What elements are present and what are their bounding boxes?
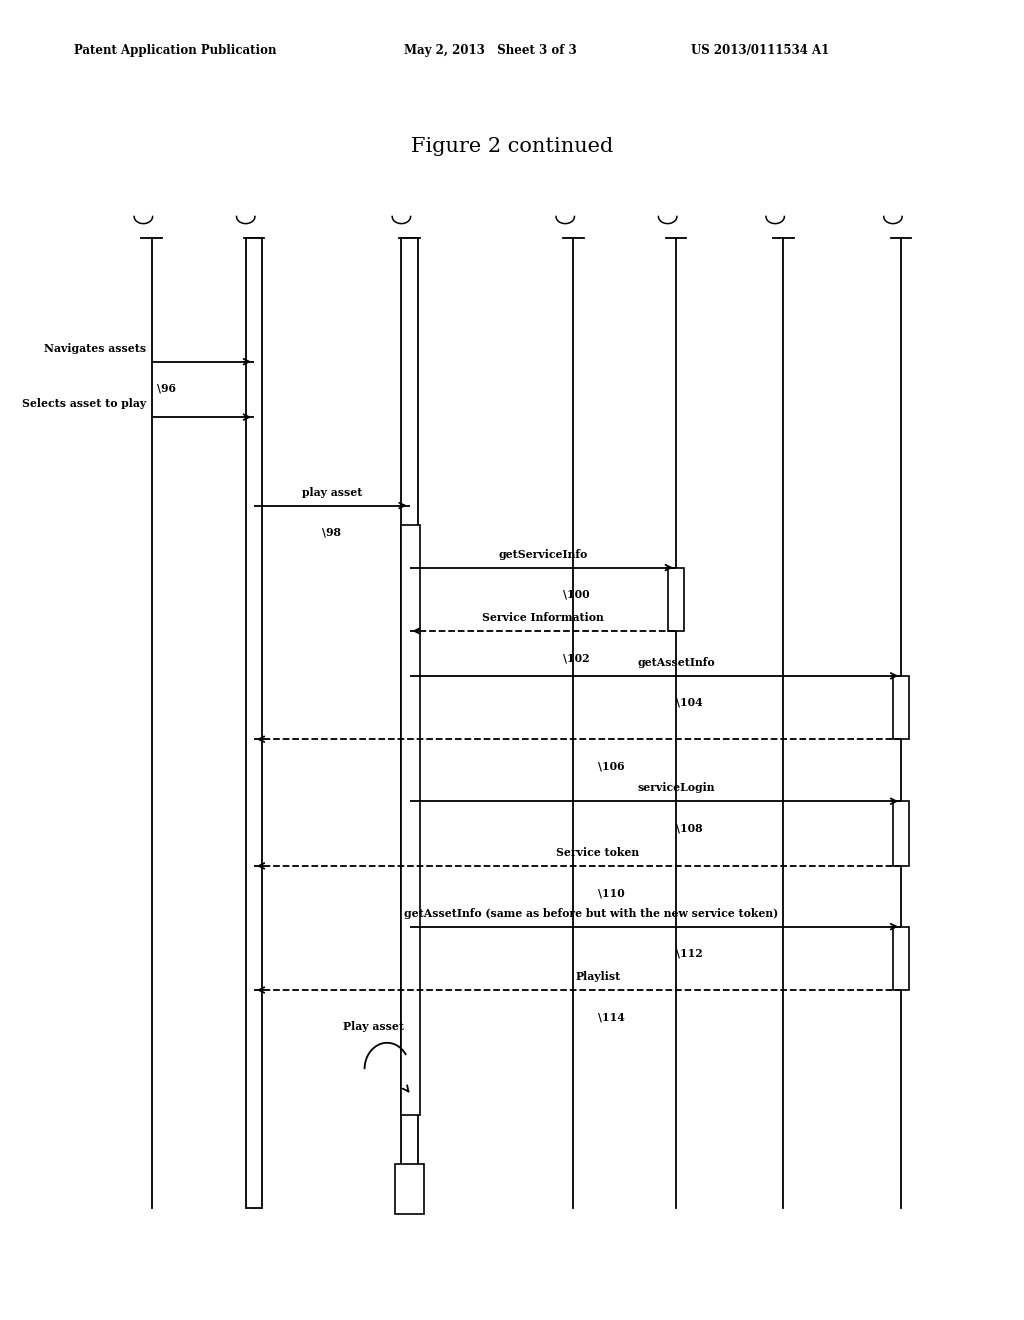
Bar bbox=[893, 927, 909, 990]
Text: getAssetInfo (same as before but with the new service token): getAssetInfo (same as before but with th… bbox=[404, 908, 778, 919]
Text: play asset: play asset bbox=[302, 487, 361, 498]
Text: getAssetInfo: getAssetInfo bbox=[637, 657, 715, 668]
Bar bbox=[401, 525, 420, 1115]
Text: \112: \112 bbox=[676, 948, 702, 958]
Text: Selects asset to play: Selects asset to play bbox=[23, 399, 146, 409]
Text: \100: \100 bbox=[563, 589, 590, 599]
Bar bbox=[893, 801, 909, 866]
Text: US 2013/0111534 A1: US 2013/0111534 A1 bbox=[691, 44, 829, 57]
Text: Service Information: Service Information bbox=[482, 612, 603, 623]
Text: May 2, 2013   Sheet 3 of 3: May 2, 2013 Sheet 3 of 3 bbox=[404, 44, 578, 57]
Bar bbox=[893, 676, 909, 739]
Text: Service token: Service token bbox=[556, 847, 640, 858]
Text: serviceLogin: serviceLogin bbox=[637, 783, 715, 793]
Text: \110: \110 bbox=[598, 887, 625, 898]
Text: Navigates assets: Navigates assets bbox=[44, 343, 146, 354]
Bar bbox=[395, 1164, 424, 1214]
Text: Playlist: Playlist bbox=[575, 972, 621, 982]
Text: \108: \108 bbox=[676, 822, 702, 833]
Text: \106: \106 bbox=[598, 760, 625, 771]
Bar bbox=[668, 568, 684, 631]
Text: \114: \114 bbox=[598, 1011, 625, 1022]
Text: \98: \98 bbox=[322, 527, 341, 537]
Text: Figure 2 continued: Figure 2 continued bbox=[411, 137, 613, 156]
Bar bbox=[246, 238, 262, 1208]
Text: \102: \102 bbox=[563, 652, 590, 663]
Text: Patent Application Publication: Patent Application Publication bbox=[74, 44, 276, 57]
Bar bbox=[401, 238, 418, 1208]
Text: \104: \104 bbox=[676, 697, 702, 708]
Text: getServiceInfo: getServiceInfo bbox=[498, 549, 588, 560]
Text: \96: \96 bbox=[157, 383, 176, 393]
Text: Play asset: Play asset bbox=[343, 1022, 404, 1032]
